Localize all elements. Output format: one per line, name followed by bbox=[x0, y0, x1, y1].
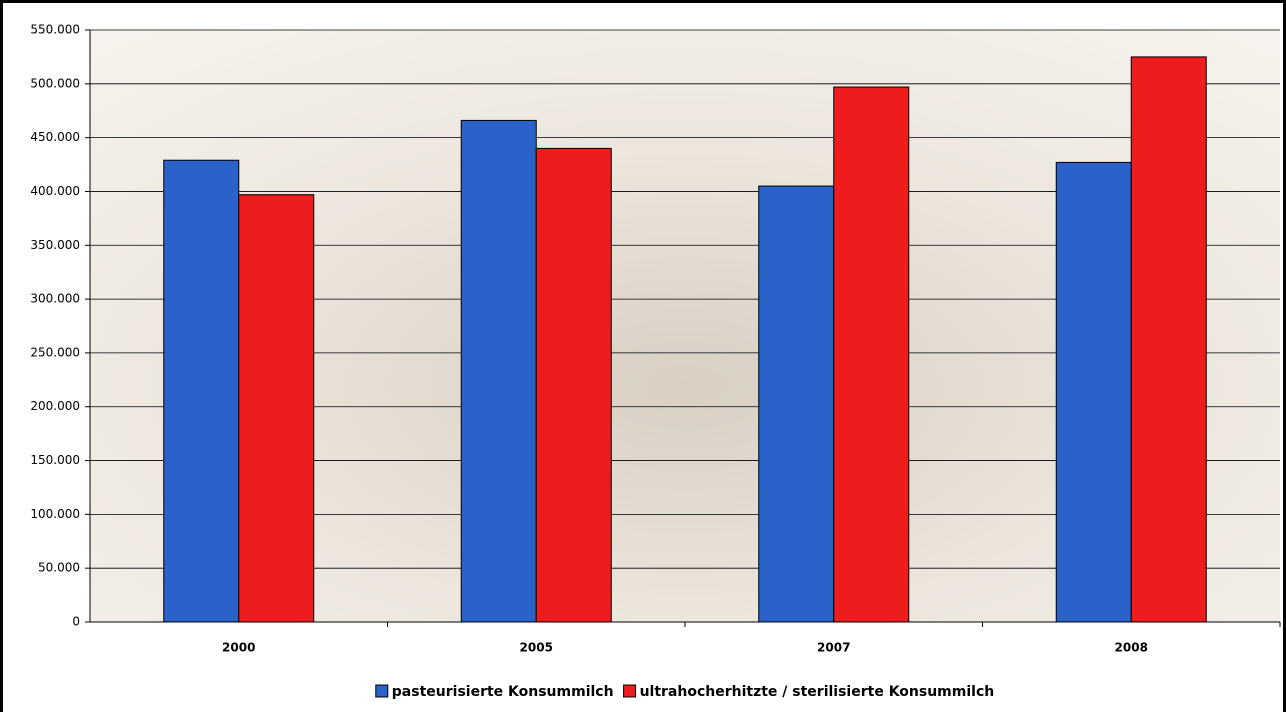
legend-swatch bbox=[375, 684, 389, 698]
y-tick-label: 100.000 bbox=[30, 507, 80, 521]
legend-swatch bbox=[623, 684, 637, 698]
legend-label: pasteurisierte Konsummilch bbox=[392, 684, 614, 700]
y-tick-label: 500.000 bbox=[30, 76, 80, 90]
bar bbox=[1055, 161, 1132, 623]
y-tick-label: 0 bbox=[72, 615, 80, 629]
y-tick-label: 50.000 bbox=[38, 561, 80, 575]
y-tick-label: 350.000 bbox=[30, 238, 80, 252]
x-tick-label: 2000 bbox=[222, 641, 255, 655]
x-tick-label: 2007 bbox=[817, 641, 850, 655]
bar bbox=[833, 86, 910, 623]
y-tick-label: 400.000 bbox=[30, 184, 80, 198]
y-tick-label: 250.000 bbox=[30, 345, 80, 359]
y-tick-label: 150.000 bbox=[30, 453, 80, 467]
y-tick-label: 200.000 bbox=[30, 399, 80, 413]
legend-label: ultrahocherhitzte / sterilisierte Konsum… bbox=[640, 684, 995, 700]
bar bbox=[1130, 56, 1207, 623]
bar bbox=[238, 194, 315, 623]
bar bbox=[460, 119, 537, 623]
legend: pasteurisierte Konsummilch ultrahocherhit… bbox=[375, 684, 995, 700]
bar bbox=[535, 147, 612, 623]
y-tick-label: 550.000 bbox=[30, 23, 80, 37]
bar bbox=[758, 185, 835, 623]
bar bbox=[163, 159, 240, 623]
x-tick-label: 2008 bbox=[1115, 641, 1148, 655]
y-tick-label: 300.000 bbox=[30, 292, 80, 306]
x-tick-label: 2005 bbox=[520, 641, 553, 655]
y-tick-label: 450.000 bbox=[30, 130, 80, 144]
